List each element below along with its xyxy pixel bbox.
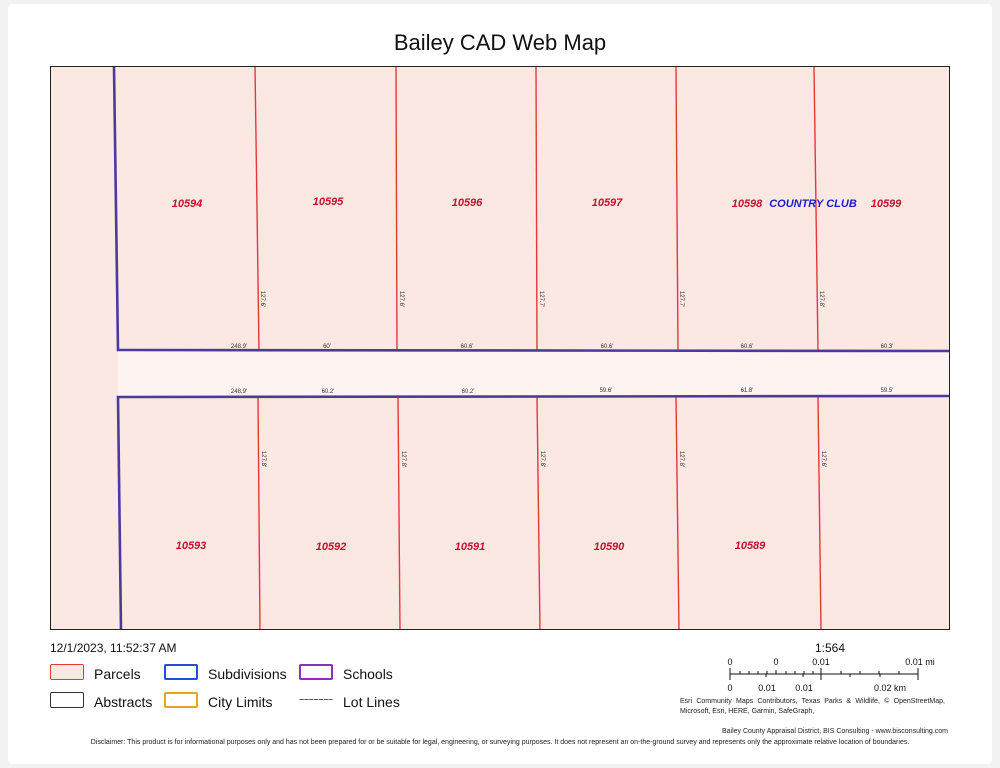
map-attribution: Esri Community Maps Contributors, Texas … bbox=[680, 698, 945, 715]
parcel-number[interactable]: 10596 bbox=[452, 197, 483, 209]
dimension-label: 59.5' bbox=[881, 388, 894, 394]
dimension-label: 127.8' bbox=[260, 451, 266, 467]
parcel-number[interactable]: 10593 bbox=[176, 540, 207, 552]
dimension-label: 127.6' bbox=[259, 291, 265, 307]
map-title: Bailey CAD Web Map bbox=[393, 30, 607, 55]
scale-mi-label: 0 bbox=[727, 657, 732, 667]
dimension-label: 248.9' bbox=[231, 344, 247, 350]
dimension-label: 60.2' bbox=[322, 389, 335, 395]
dimension-label: 60.6' bbox=[741, 344, 754, 350]
parcel-number[interactable]: 10595 bbox=[313, 196, 344, 208]
schools-swatch-icon bbox=[299, 664, 333, 680]
dimension-label: 59.6' bbox=[600, 388, 613, 394]
legend-label: Subdivisions bbox=[208, 666, 287, 682]
lot-line bbox=[813, 67, 819, 351]
dimension-label: 60.2' bbox=[462, 389, 475, 395]
parcel-number[interactable]: 10591 bbox=[455, 541, 486, 553]
south-boundary bbox=[116, 394, 949, 629]
lot-line bbox=[395, 67, 398, 351]
north-boundary bbox=[112, 67, 949, 353]
disclaimer: Disclaimer: This product is for informat… bbox=[90, 739, 910, 746]
parcels-swatch-icon bbox=[50, 664, 84, 680]
scale-mi-label: 0.01 mi bbox=[905, 657, 935, 667]
legend-label: Schools bbox=[343, 666, 393, 682]
subdivision-label: COUNTRY CLUB bbox=[769, 198, 857, 210]
scale-km-label: 0.01 bbox=[758, 683, 776, 693]
dimension-label: 60' bbox=[323, 344, 331, 350]
lot-line bbox=[536, 395, 541, 629]
dimension-label: 127.8' bbox=[539, 451, 545, 467]
dimension-label: 127.6' bbox=[398, 291, 404, 307]
scale-bar: 0 0 0.01 0.01 mi 0 0.01 0.01 0.02 km bbox=[727, 657, 935, 693]
scale-km-label: 0 bbox=[727, 683, 732, 693]
dimension-label: 127.8' bbox=[400, 451, 406, 467]
south-lot-lines bbox=[257, 395, 822, 629]
legend-label: City Limits bbox=[208, 694, 273, 710]
dimension-label: 248.9' bbox=[231, 389, 247, 395]
map-frame[interactable]: 10594 10595 10596 10597 10598 10599 COUN… bbox=[50, 66, 950, 630]
dimension-label: 127.6' bbox=[820, 451, 826, 467]
dimension-label: 60.6' bbox=[461, 344, 474, 350]
parcel-number[interactable]: 10592 bbox=[316, 541, 347, 553]
lot-line bbox=[397, 395, 401, 629]
parcel-area bbox=[51, 67, 949, 629]
parcel-number[interactable]: 10590 bbox=[594, 541, 625, 553]
parcel-number[interactable]: 10597 bbox=[592, 197, 623, 209]
legend-label: Abstracts bbox=[94, 694, 153, 710]
scale-mi-label: 0 bbox=[773, 657, 778, 667]
city-limits-swatch-icon bbox=[164, 692, 198, 708]
dimension-label: 127.8' bbox=[818, 291, 824, 307]
scale-km-label: 0.02 km bbox=[874, 683, 906, 693]
road-strip bbox=[118, 350, 949, 396]
legend-label: Parcels bbox=[94, 666, 141, 682]
lot-lines-swatch-icon bbox=[299, 699, 333, 700]
parcel-number[interactable]: 10589 bbox=[735, 540, 766, 552]
lot-line bbox=[817, 395, 822, 629]
parcel-number[interactable]: 10599 bbox=[871, 198, 902, 210]
map-credits: Bailey County Appraisal District, BIS Co… bbox=[721, 728, 948, 735]
map-canvas[interactable]: 10594 10595 10596 10597 10598 10599 COUN… bbox=[51, 67, 950, 630]
north-lot-lines bbox=[254, 67, 819, 351]
parcel-number[interactable]: 10598 bbox=[732, 198, 763, 210]
scale-ratio: 1:564 bbox=[815, 641, 846, 655]
dimension-label: 127.7' bbox=[538, 291, 544, 307]
dimension-label: 61.8' bbox=[741, 388, 754, 394]
lot-line bbox=[254, 67, 260, 351]
scale-km-label: 0.01 bbox=[795, 683, 813, 693]
dimension-label: 60.3' bbox=[881, 344, 894, 350]
legend-label: Lot Lines bbox=[343, 694, 400, 710]
dimension-label: 127.7' bbox=[678, 291, 684, 307]
dimension-label: 60.6' bbox=[601, 344, 614, 350]
subdivisions-swatch-icon bbox=[164, 664, 198, 680]
scale-mi-label: 0.01 bbox=[812, 657, 830, 667]
lot-line bbox=[675, 67, 679, 351]
subdivision-boundaries bbox=[112, 67, 949, 629]
dimension-label: 127.8' bbox=[678, 451, 684, 467]
scale-ticks bbox=[729, 668, 919, 680]
abstracts-swatch-icon bbox=[50, 692, 84, 708]
parcel-number[interactable]: 10594 bbox=[172, 198, 203, 210]
lot-line bbox=[675, 395, 680, 629]
lot-line bbox=[535, 67, 538, 351]
print-timestamp: 12/1/2023, 11:52:37 AM bbox=[50, 641, 177, 655]
lot-line bbox=[257, 395, 261, 629]
